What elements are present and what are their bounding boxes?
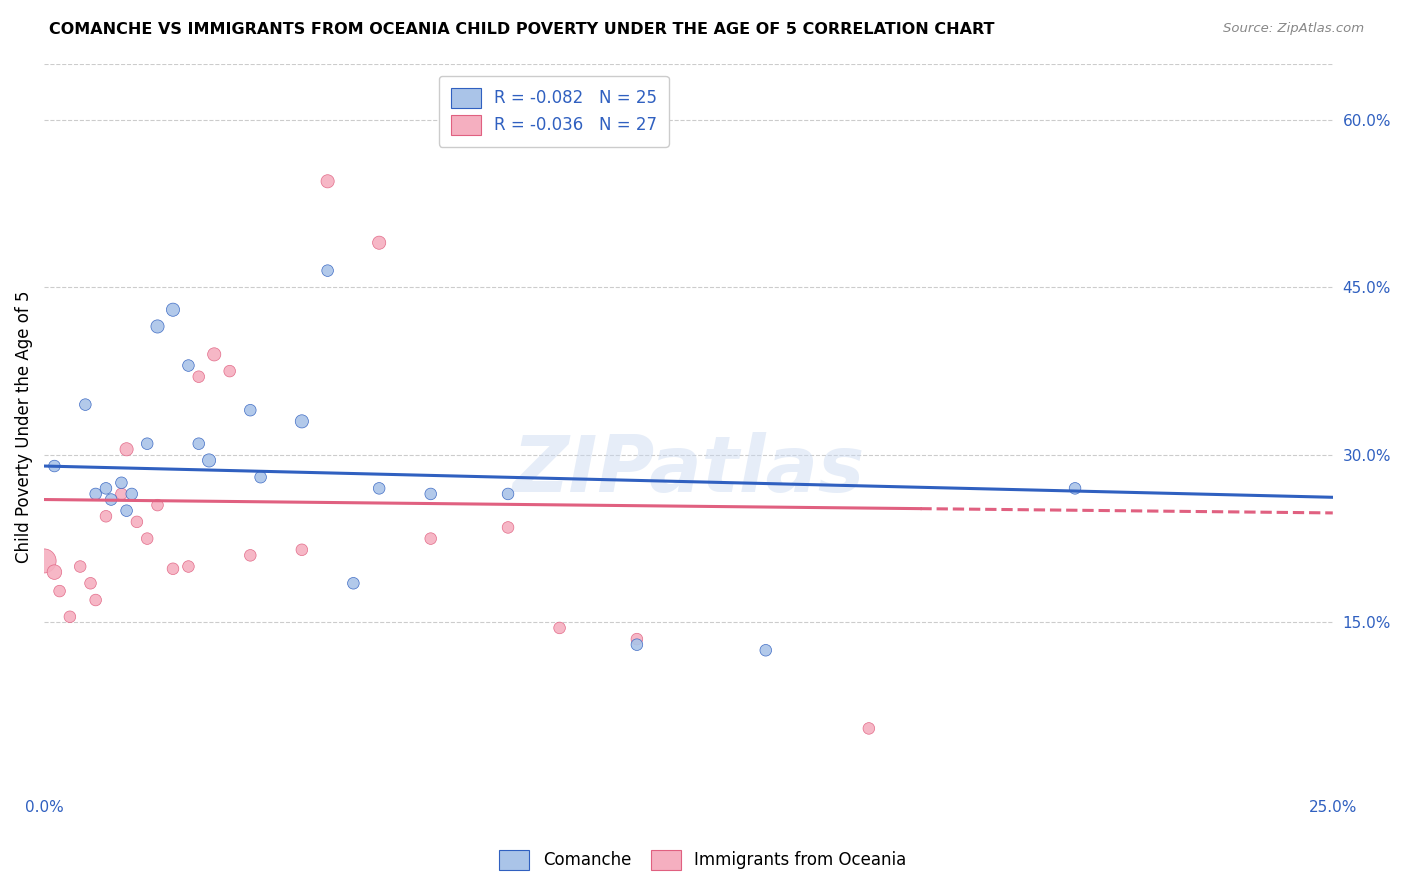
Point (548, 621, 571, 635)
Point (110, 475, 132, 490)
Point (136, 436, 159, 450)
Point (218, 364, 240, 378)
Point (84, 487, 107, 501)
Point (146, 498, 169, 512)
Point (146, 319, 169, 334)
Point (626, 632, 648, 646)
Point (44, 565, 66, 579)
Point (291, 542, 314, 557)
Point (79, 576, 101, 591)
Point (291, 414, 314, 428)
Point (110, 487, 132, 501)
Point (187, 369, 209, 384)
Point (177, 559, 200, 574)
Point (115, 504, 138, 518)
Point (202, 347, 225, 361)
Point (94, 481, 117, 495)
Point (316, 263, 339, 277)
Point (59, 609, 82, 624)
Text: ZIPatlas: ZIPatlas (512, 433, 865, 508)
Point (44, 458, 66, 473)
Point (496, 487, 519, 501)
Point (84, 593, 107, 607)
Point (32, 554, 55, 568)
Point (368, 235, 391, 250)
Point (187, 436, 209, 450)
Legend: R = -0.082   N = 25, R = -0.036   N = 27: R = -0.082 N = 25, R = -0.036 N = 27 (439, 76, 669, 146)
Point (136, 532, 159, 546)
Point (316, 174, 339, 188)
Point (100, 492, 122, 507)
Point (249, 470, 271, 484)
Point (125, 515, 148, 529)
Point (239, 403, 262, 417)
Point (198, 453, 221, 467)
Point (75, 398, 97, 412)
Point (115, 442, 138, 457)
Point (755, 643, 778, 657)
Text: Source: ZipAtlas.com: Source: ZipAtlas.com (1223, 22, 1364, 36)
Point (626, 638, 648, 652)
Text: COMANCHE VS IMMIGRANTS FROM OCEANIA CHILD POVERTY UNDER THE AGE OF 5 CORRELATION: COMANCHE VS IMMIGRANTS FROM OCEANIA CHIL… (49, 22, 994, 37)
Point (1064, 481, 1087, 495)
Y-axis label: Child Poverty Under the Age of 5: Child Poverty Under the Age of 5 (15, 291, 32, 563)
Point (69, 559, 91, 574)
Point (368, 481, 391, 495)
Point (496, 520, 519, 534)
Point (419, 487, 441, 501)
Point (239, 549, 262, 563)
Legend: Comanche, Immigrants from Oceania: Comanche, Immigrants from Oceania (492, 843, 914, 877)
Point (858, 722, 880, 736)
Point (94, 509, 117, 524)
Point (162, 302, 184, 317)
Point (121, 487, 143, 501)
Point (342, 576, 364, 591)
Point (162, 562, 184, 576)
Point (419, 532, 441, 546)
Point (177, 359, 200, 373)
Point (48, 584, 70, 599)
